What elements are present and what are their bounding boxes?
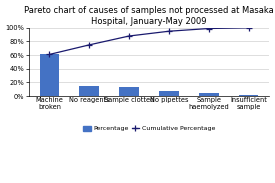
Bar xyxy=(199,93,219,96)
Legend: Percentage, Cumulative Percentage: Percentage, Cumulative Percentage xyxy=(81,123,218,134)
Bar xyxy=(79,87,99,96)
Bar xyxy=(40,54,59,96)
Title: Pareto chart of causes of samples not processed at Masaka
Hospital, January-May : Pareto chart of causes of samples not pr… xyxy=(24,5,274,26)
Bar xyxy=(239,95,258,96)
Bar xyxy=(119,87,139,96)
Bar xyxy=(159,91,179,96)
